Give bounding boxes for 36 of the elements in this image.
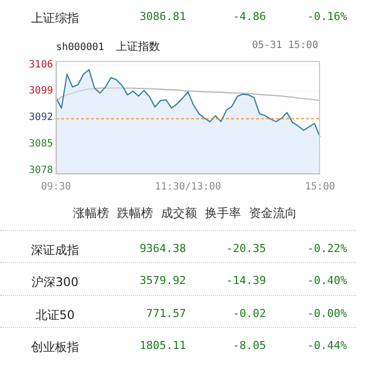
text: sh000001 [56,42,104,53]
text: 3579.92 [140,274,186,287]
text: 上证综指 [31,10,79,27]
text: -8.05 [232,339,266,352]
text: 771.57 [146,307,186,320]
text: 沪深300 [32,274,78,291]
text: -0.02 [232,307,266,320]
text: 深证成指 [31,242,79,259]
x-tick-label: 09:30 [40,182,72,193]
text: 创业板指 [31,339,79,356]
text: 北证50 [35,307,75,324]
text: 9364.38 [140,242,186,255]
text: 跌幅榜 [117,206,153,220]
text: 资金流向 [249,206,297,220]
text: 成交额 [161,206,197,220]
x-tick-label: 15:00 [304,182,336,193]
text: -20.35 [226,242,266,255]
text: 1805.11 [140,339,186,352]
text: -0.16% [307,10,347,23]
chart-title: 上证指数 [116,40,160,53]
text: -0.40% [307,274,347,287]
y-tick-label: 3085 [28,138,53,150]
y-tick-label: 3099 [28,86,53,97]
text: -0.00% [307,307,347,320]
text: -4.86 [232,10,266,23]
text: -14.39 [226,274,266,287]
y-tick-label: 3078 [28,164,53,176]
x-tick-label: 11:30/13:00 [154,182,222,193]
text: 05-31 15:00 [252,40,318,51]
y-tick-label: 3106 [28,59,53,70]
text: -0.44% [307,339,347,352]
text: 换手率 [205,206,241,220]
text: -0.22% [307,242,347,255]
text: 3086.81 [140,10,186,23]
text: 涨幅榜 [73,206,109,220]
y-tick-label: 3092 [28,112,53,124]
